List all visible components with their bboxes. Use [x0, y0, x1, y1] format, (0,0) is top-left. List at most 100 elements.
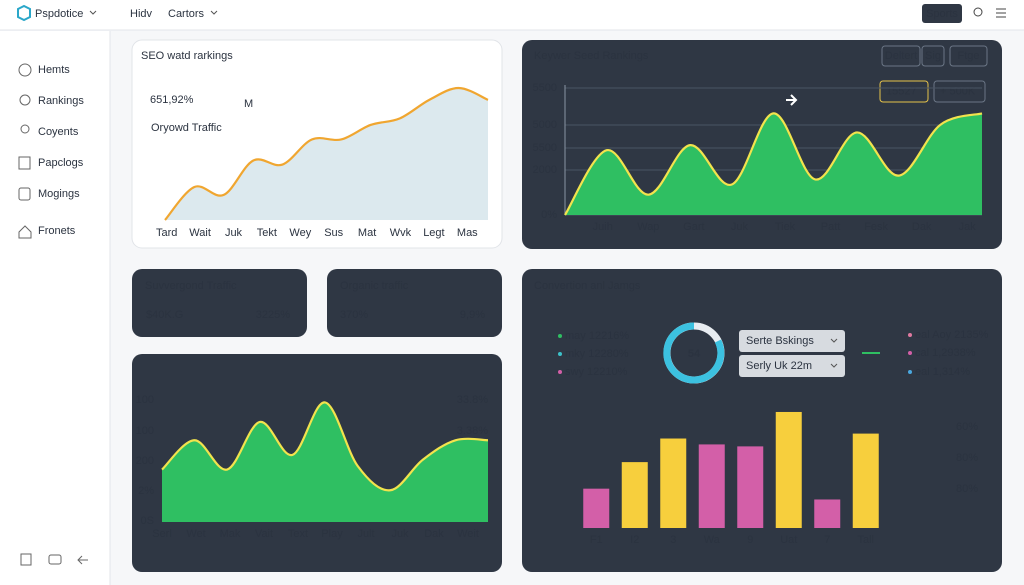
sidebar-item: Mogings — [38, 188, 80, 200]
stat-card — [327, 269, 502, 337]
headline-unit: M — [244, 98, 253, 110]
y-label: 5500 — [533, 82, 557, 94]
x-tick-label: Tall — [857, 534, 874, 546]
side-label: 80% — [956, 483, 978, 495]
nav-item: Cartors — [168, 8, 205, 20]
tab-label: Sig — [925, 50, 941, 62]
legend-dot — [558, 334, 562, 338]
x-tick-label: Gart — [683, 221, 704, 233]
tab-label: Ftge — [957, 50, 979, 62]
y-label: 5500 — [533, 142, 557, 154]
tab-label: Deltert — [885, 50, 917, 62]
icon — [18, 63, 32, 77]
tab-button[interactable] — [949, 45, 988, 67]
area-line — [164, 86, 489, 221]
bar — [775, 411, 802, 528]
tab-button[interactable] — [881, 45, 921, 67]
x-tick-label: Dak — [424, 528, 444, 540]
bar — [621, 462, 648, 528]
tab-button[interactable] — [921, 45, 945, 67]
y-label: 100 — [136, 425, 154, 437]
x-tick-label: Mak — [220, 528, 241, 540]
subtitle: Oryowd Traffic — [151, 122, 222, 134]
legend-label: swy 12210% — [565, 366, 628, 378]
arrow-icon — [786, 94, 798, 106]
legend-label: eal 1,314% — [915, 366, 970, 378]
x-tick-label: Dak — [912, 221, 932, 233]
legend-label: may 12216% — [565, 330, 629, 342]
bar — [583, 488, 610, 528]
brand-icon — [17, 4, 31, 22]
dropdown-label: Serly Uk 22m — [746, 360, 812, 372]
x-tick-label: Tiek — [775, 221, 796, 233]
card-title: Convertion anl Jamgs — [534, 280, 641, 292]
icon — [18, 156, 31, 170]
dropdown[interactable] — [739, 330, 845, 352]
sidebar-item: Rankings — [38, 95, 84, 107]
menu-icon[interactable] — [996, 8, 1006, 18]
area-fill — [165, 88, 488, 220]
x-tick-label: Tard — [156, 227, 177, 239]
side-label: 80% — [956, 452, 978, 464]
x-tick-label: Juk — [391, 528, 409, 540]
x-tick-label: Juk — [731, 221, 749, 233]
legend-dot — [558, 370, 562, 374]
chip[interactable] — [879, 80, 929, 103]
chip-label: 15527 — [886, 85, 917, 97]
bar — [660, 438, 687, 528]
x-tick-label: Jak — [959, 221, 977, 233]
sidebar-item: Coyents — [38, 126, 79, 138]
x-tick-label: Jult — [357, 528, 374, 540]
sidebar-item: Fronets — [38, 225, 76, 237]
sports-button[interactable] — [922, 4, 962, 23]
x-tick-label: F1 — [590, 534, 603, 546]
legend-dot — [908, 351, 912, 355]
area-line — [161, 401, 489, 492]
sidebar — [0, 31, 110, 585]
legend-dot — [558, 352, 562, 356]
y-label: 100 — [136, 394, 154, 406]
y2-label: 3.38% — [457, 425, 488, 437]
brand: Pspdotice — [35, 8, 83, 20]
topbar — [0, 0, 1024, 30]
legend-label: cal 1,2938% — [915, 347, 976, 359]
chip[interactable] — [933, 80, 986, 103]
search-icon[interactable] — [973, 7, 983, 17]
y-label: 200 — [136, 455, 154, 467]
bar — [852, 433, 879, 528]
x-tick-label: Wey — [289, 227, 311, 239]
x-tick-label: Weit — [457, 528, 479, 540]
headline: 651,92% — [150, 94, 194, 106]
area-fill — [565, 113, 982, 215]
stat-card — [132, 269, 307, 337]
side-label: 60% — [956, 421, 978, 433]
y2-label: 33.8% — [457, 394, 488, 406]
x-tick-label: Juih — [593, 221, 613, 233]
chip-label: + 500K — [940, 85, 976, 97]
icon — [18, 187, 31, 201]
y-label: 2000 — [533, 164, 557, 176]
x-tick-label: Wait — [189, 227, 211, 239]
x-tick-label: Patt — [821, 221, 841, 233]
area-fill — [162, 402, 488, 522]
x-tick-label: Wvk — [390, 227, 412, 239]
stat-value: $40K.G — [146, 309, 183, 321]
x-tick-label: Serl — [152, 528, 172, 540]
x-tick-label: Fesk — [864, 221, 888, 233]
stat-title: Suvvergond Traffic — [145, 280, 237, 292]
dropdown-label: Serte Bskings — [746, 335, 814, 347]
x-tick-label: Wap — [637, 221, 659, 233]
x-tick-label: Sus — [324, 227, 343, 239]
x-tick-label: Mas — [457, 227, 478, 239]
stat-value: 9,9% — [460, 309, 485, 321]
area-line — [564, 112, 983, 216]
legend-dot — [908, 370, 912, 374]
donut-arc — [663, 322, 725, 384]
sidebar-icons — [18, 63, 88, 566]
x-tick-label: Play — [321, 528, 343, 540]
nav-item: Hidv — [130, 8, 153, 20]
legend-label: mky 12280% — [565, 348, 629, 360]
dropdown[interactable] — [739, 355, 845, 377]
bar — [737, 446, 764, 528]
